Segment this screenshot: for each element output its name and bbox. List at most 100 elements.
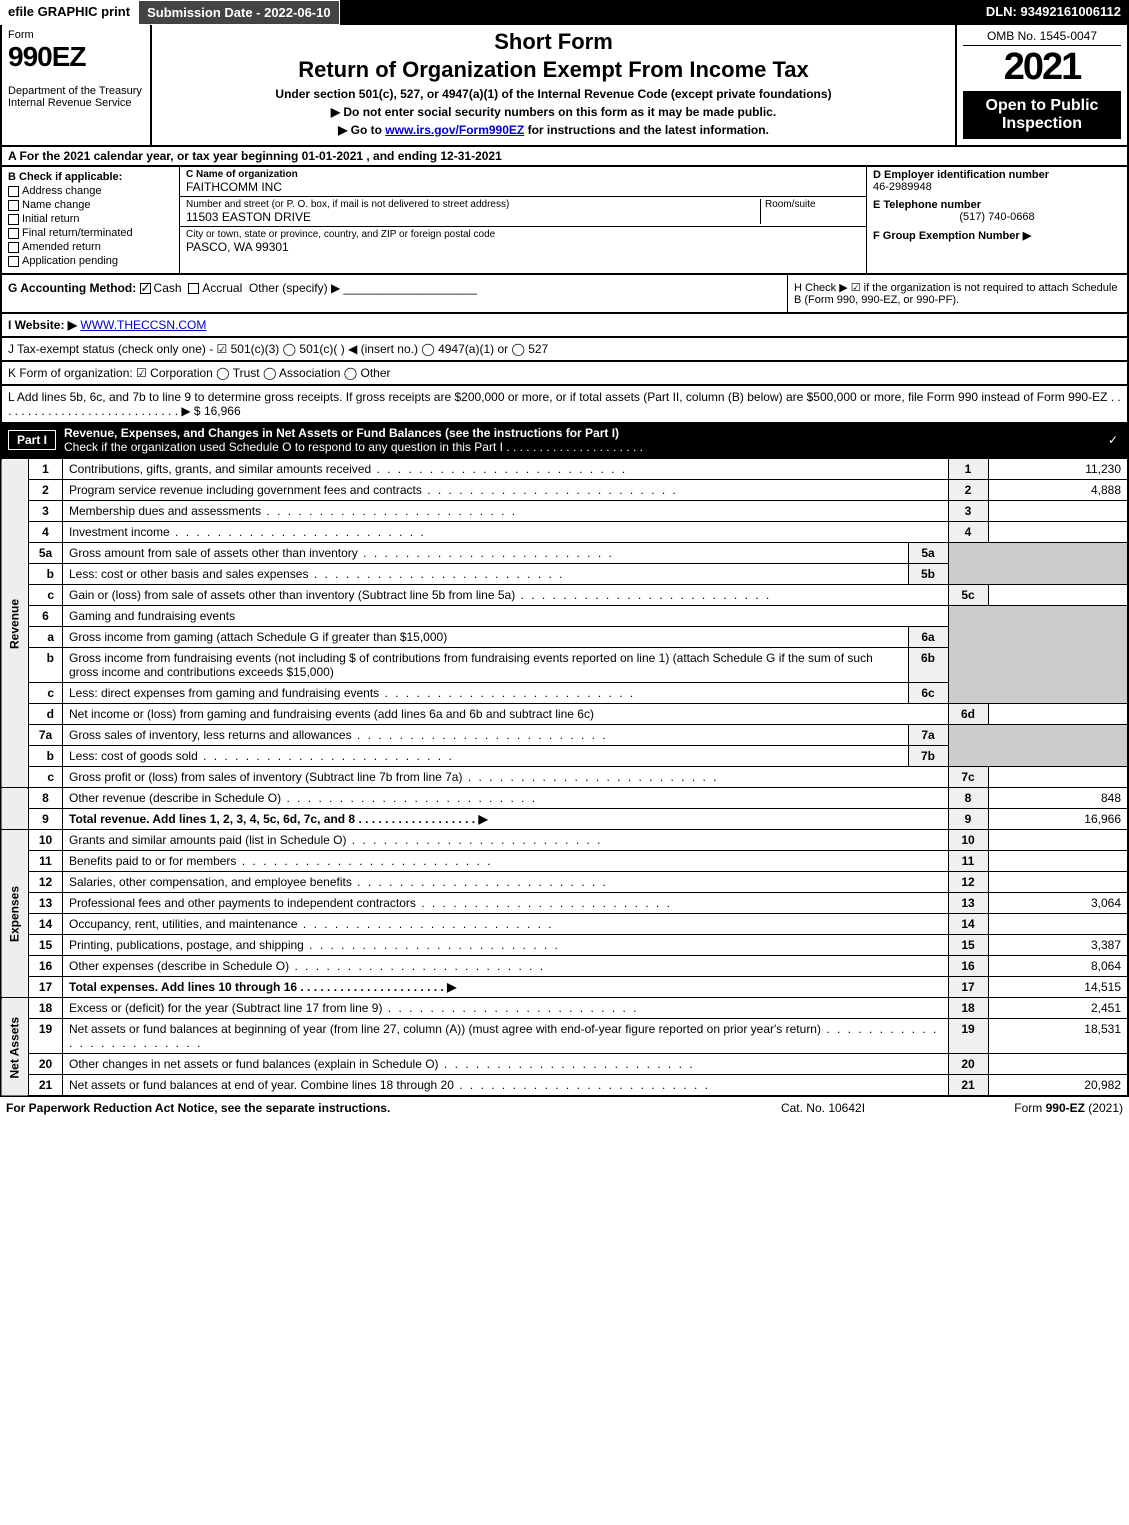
line7c-num: c (29, 767, 63, 788)
line16-num: 16 (29, 956, 63, 977)
room-suite-label: Room/suite (760, 199, 860, 224)
chk-amended-return[interactable]: Amended return (8, 241, 173, 253)
footer-center: Cat. No. 10642I (723, 1101, 923, 1115)
line13-desc: Professional fees and other payments to … (63, 893, 949, 914)
instr-no-ssn: ▶ Do not enter social security numbers o… (158, 105, 949, 119)
line15-box: 15 (948, 935, 988, 956)
chk-address-change-label: Address change (22, 185, 102, 197)
line2-num: 2 (29, 480, 63, 501)
line21-box: 21 (948, 1075, 988, 1097)
line15-desc: Printing, publications, postage, and shi… (63, 935, 949, 956)
line10-num: 10 (29, 830, 63, 851)
row-l-gross-receipts: L Add lines 5b, 6c, and 7b to line 9 to … (0, 386, 1129, 424)
form-header: Form 990EZ Department of the Treasury In… (0, 25, 1129, 147)
e-phone-value: (517) 740-0668 (873, 211, 1121, 223)
org-street: 11503 EASTON DRIVE (186, 210, 760, 224)
line7c-box: 7c (948, 767, 988, 788)
line14-box: 14 (948, 914, 988, 935)
irs-link[interactable]: www.irs.gov/Form990EZ (385, 123, 524, 137)
line12-amt (988, 872, 1128, 893)
header-center: Short Form Return of Organization Exempt… (152, 25, 957, 145)
line20-amt (988, 1054, 1128, 1075)
line6b-ibox: 6b (908, 648, 948, 683)
tax-year: 2021 (963, 46, 1121, 89)
line14-num: 14 (29, 914, 63, 935)
line1-desc: Contributions, gifts, grants, and simila… (63, 459, 949, 480)
line6a-ibox: 6a (908, 627, 948, 648)
row-a-tax-year: A For the 2021 calendar year, or tax yea… (0, 147, 1129, 167)
chk-accrual[interactable] (188, 283, 199, 294)
d-ein-label: D Employer identification number (873, 169, 1121, 181)
header-right: OMB No. 1545-0047 2021 Open to Public In… (957, 25, 1127, 145)
line12-num: 12 (29, 872, 63, 893)
line2-box: 2 (948, 480, 988, 501)
b-label: B Check if applicable: (8, 171, 173, 183)
part1-header: Part I Revenue, Expenses, and Changes in… (0, 424, 1129, 458)
line18-num: 18 (29, 998, 63, 1019)
i-label: I Website: ▶ (8, 318, 77, 332)
line15-num: 15 (29, 935, 63, 956)
line2-amt: 4,888 (988, 480, 1128, 501)
line11-desc: Benefits paid to or for members (63, 851, 949, 872)
line7b-ibox: 7b (908, 746, 948, 767)
page-footer: For Paperwork Reduction Act Notice, see … (0, 1097, 1129, 1119)
instr-goto-irs: ▶ Go to www.irs.gov/Form990EZ for instru… (158, 123, 949, 137)
open-to-public: Open to Public Inspection (963, 91, 1121, 139)
line5c-num: c (29, 585, 63, 606)
line7ab-gray (948, 725, 1128, 767)
chk-initial-return[interactable]: Initial return (8, 213, 173, 225)
revenue-side-label: Revenue (1, 459, 29, 788)
chk-name-change[interactable]: Name change (8, 199, 173, 211)
line8-num: 8 (29, 788, 63, 809)
e-phone-label: E Telephone number (873, 199, 1121, 211)
c-name-block: C Name of organization FAITHCOMM INC (180, 167, 866, 197)
l-amount: 16,966 (204, 404, 241, 418)
efile-graphic-print[interactable]: efile GRAPHIC print (0, 0, 138, 25)
website-link[interactable]: WWW.THECCSN.COM (80, 318, 206, 332)
line5a-num: 5a (29, 543, 63, 564)
chk-final-return[interactable]: Final return/terminated (8, 227, 173, 239)
line10-desc: Grants and similar amounts paid (list in… (63, 830, 949, 851)
line7c-desc: Gross profit or (loss) from sales of inv… (63, 767, 949, 788)
line17-num: 17 (29, 977, 63, 998)
line3-amt (988, 501, 1128, 522)
c-street-label: Number and street (or P. O. box, if mail… (186, 199, 760, 210)
line20-desc: Other changes in net assets or fund bala… (63, 1054, 949, 1075)
row-gh: G Accounting Method: Cash Accrual Other … (0, 275, 1129, 314)
line7b-num: b (29, 746, 63, 767)
part1-schedule-o-check[interactable] (1107, 433, 1121, 447)
line21-num: 21 (29, 1075, 63, 1097)
line18-amt: 2,451 (988, 998, 1128, 1019)
line11-num: 11 (29, 851, 63, 872)
row-k-form-of-org: K Form of organization: ☑ Corporation ◯ … (0, 362, 1129, 386)
submission-date: Submission Date - 2022-06-10 (138, 0, 340, 25)
line10-box: 10 (948, 830, 988, 851)
line14-amt (988, 914, 1128, 935)
line19-desc: Net assets or fund balances at beginning… (63, 1019, 949, 1054)
dept-treasury: Department of the Treasury Internal Reve… (8, 85, 144, 109)
line20-num: 20 (29, 1054, 63, 1075)
chk-application-pending[interactable]: Application pending (8, 255, 173, 267)
line13-num: 13 (29, 893, 63, 914)
line14-desc: Occupancy, rent, utilities, and maintena… (63, 914, 949, 935)
line13-amt: 3,064 (988, 893, 1128, 914)
line12-desc: Salaries, other compensation, and employ… (63, 872, 949, 893)
line15-amt: 3,387 (988, 935, 1128, 956)
line18-desc: Excess or (deficit) for the year (Subtra… (63, 998, 949, 1019)
line12-box: 12 (948, 872, 988, 893)
dln: DLN: 93492161006112 (978, 0, 1129, 25)
line10-amt (988, 830, 1128, 851)
line8-box: 8 (948, 788, 988, 809)
chk-cash[interactable] (140, 283, 151, 294)
form-subtitle: Under section 501(c), 527, or 4947(a)(1)… (158, 87, 949, 101)
c-city-block: City or town, state or province, country… (180, 227, 866, 256)
line6-desc: Gaming and fundraising events (63, 606, 949, 627)
line13-box: 13 (948, 893, 988, 914)
line7a-desc: Gross sales of inventory, less returns a… (63, 725, 909, 746)
line21-amt: 20,982 (988, 1075, 1128, 1097)
chk-address-change[interactable]: Address change (8, 185, 173, 197)
line5a-ibox: 5a (908, 543, 948, 564)
line6-gray (948, 606, 1128, 704)
c-name-label: C Name of organization (186, 169, 860, 180)
line16-box: 16 (948, 956, 988, 977)
